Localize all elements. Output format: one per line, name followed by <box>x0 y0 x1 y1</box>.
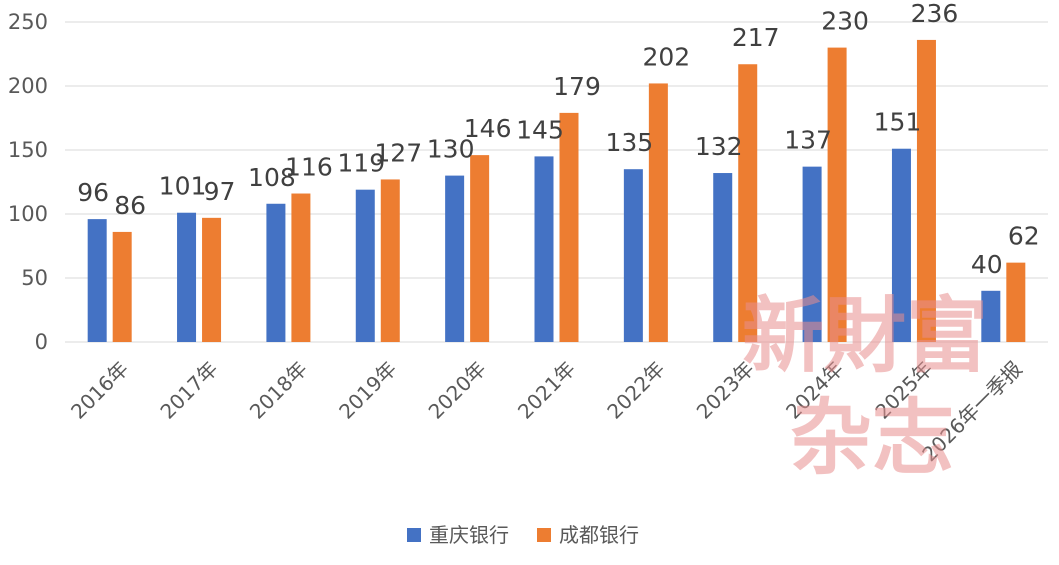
watermark-line2: 杂志 <box>790 390 954 486</box>
bar-series1-2 <box>266 203 286 342</box>
bar-series1-10 <box>981 290 1001 342</box>
y-tick-label: 100 <box>8 202 48 226</box>
data-label: 127 <box>374 138 422 167</box>
data-label: 116 <box>285 153 333 182</box>
watermark: 新財富 杂志 <box>742 288 988 486</box>
legend-swatch <box>537 528 551 542</box>
x-tick-label: 2019年 <box>334 357 401 424</box>
data-label: 230 <box>821 7 869 36</box>
bar-series2-3 <box>380 179 400 342</box>
y-tick-label: 200 <box>8 74 48 98</box>
legend-label: 重庆银行 <box>429 523 509 547</box>
data-label: 236 <box>911 0 959 28</box>
bar-series1-0 <box>87 219 107 342</box>
data-label: 202 <box>643 42 691 71</box>
bar-series2-9 <box>916 39 936 343</box>
bar-series1-6 <box>623 169 643 342</box>
bar-series2-0 <box>112 231 132 342</box>
bar-series2-4 <box>470 155 490 342</box>
data-label: 151 <box>874 108 922 137</box>
data-label: 97 <box>204 177 236 206</box>
legend-label: 成都银行 <box>559 523 639 547</box>
data-label: 119 <box>337 149 385 178</box>
data-label: 101 <box>159 172 207 201</box>
data-label: 132 <box>695 132 743 161</box>
y-axis-ticks: 0 50 100 150 200 250 <box>8 10 48 354</box>
y-tick-label: 150 <box>8 138 48 162</box>
y-tick-label: 50 <box>21 266 48 290</box>
data-label: 40 <box>971 250 1003 279</box>
bar-series1-7 <box>713 173 733 342</box>
legend-swatch <box>407 528 421 542</box>
gridlines <box>65 21 1048 343</box>
data-label: 96 <box>77 178 109 207</box>
data-label: 137 <box>784 126 832 155</box>
data-label: 130 <box>427 135 475 164</box>
x-tick-label: 2018年 <box>245 357 312 424</box>
data-label: 108 <box>248 163 296 192</box>
bar-series2-1 <box>202 217 222 342</box>
bar-series1-1 <box>177 212 197 342</box>
bar-series1-9 <box>891 148 911 342</box>
bar-series2-7 <box>738 64 758 343</box>
watermark-line1: 新財富 <box>742 288 988 384</box>
bar-series2-10 <box>1006 262 1026 342</box>
bar-series1-8 <box>802 166 822 342</box>
data-label: 145 <box>516 115 564 144</box>
bar-series1-5 <box>534 156 554 342</box>
bar-series2-2 <box>291 193 311 342</box>
data-label: 62 <box>1008 222 1040 251</box>
bar-series2-5 <box>559 112 579 342</box>
x-tick-label: 2016年 <box>66 357 133 424</box>
data-label: 179 <box>553 72 601 101</box>
bar-series1-4 <box>445 175 465 342</box>
bar-series1-3 <box>355 189 375 342</box>
x-tick-label: 2020年 <box>424 357 491 424</box>
bar-series2-8 <box>827 47 847 342</box>
data-label: 146 <box>464 114 512 143</box>
x-tick-label: 2021年 <box>513 357 580 424</box>
data-label: 217 <box>732 23 780 52</box>
bars <box>87 39 1026 343</box>
x-tick-label: 2017年 <box>155 357 222 424</box>
data-label: 135 <box>606 128 654 157</box>
data-label: 86 <box>114 191 146 220</box>
legend: 重庆银行 成都银行 <box>407 523 639 547</box>
bar-series2-6 <box>648 83 668 342</box>
y-tick-label: 250 <box>8 10 48 34</box>
x-tick-label: 2022年 <box>602 357 669 424</box>
y-tick-label: 0 <box>35 330 48 354</box>
